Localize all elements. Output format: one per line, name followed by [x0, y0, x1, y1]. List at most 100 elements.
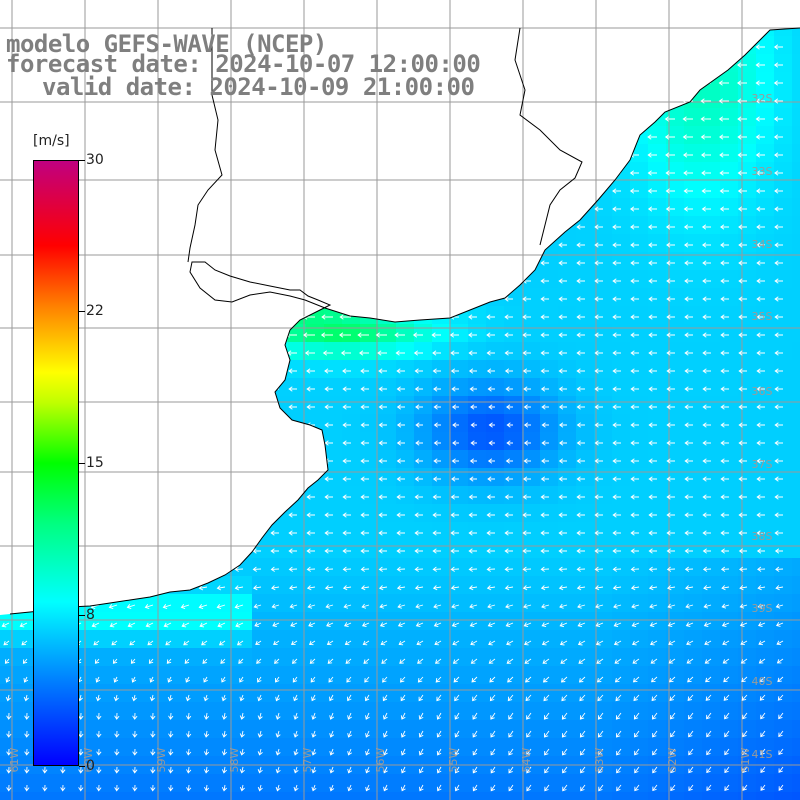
field-cell [486, 576, 505, 595]
wind-arrow [541, 458, 549, 464]
wind-arrow [324, 566, 334, 572]
field-cell [108, 666, 127, 685]
field-cell [306, 360, 325, 379]
wind-arrow [310, 676, 316, 683]
field-cell [738, 216, 757, 235]
field-cell [252, 576, 271, 595]
field-cell [594, 306, 613, 325]
wind-arrow [612, 368, 621, 374]
wind-arrow [470, 658, 478, 664]
wind-arrow [774, 530, 783, 536]
wind-arrow [756, 512, 765, 518]
field-cell [306, 738, 325, 757]
wind-arrow [504, 350, 513, 356]
wind-arrow [612, 548, 621, 554]
wind-arrow [396, 494, 405, 500]
field-cell [738, 432, 757, 451]
wind-arrow [432, 585, 442, 591]
field-cell [414, 720, 433, 739]
field-cell [216, 630, 235, 649]
field-cell [648, 702, 667, 721]
wind-arrow [720, 242, 729, 248]
wind-arrow [375, 332, 387, 338]
field-cell [342, 666, 361, 685]
field-cell [558, 360, 577, 379]
wind-arrow [702, 296, 711, 302]
wind-arrow [253, 603, 262, 609]
field-cell [612, 792, 631, 800]
field-cell [360, 702, 379, 721]
wind-arrow [329, 766, 335, 774]
field-cell [738, 126, 757, 145]
wind-arrow [469, 622, 478, 628]
wind-arrow [576, 458, 585, 464]
wind-arrow [543, 694, 550, 702]
wind-arrow [486, 350, 495, 356]
wind-arrow [702, 404, 711, 410]
field-cell [666, 522, 685, 541]
field-cell [792, 666, 800, 685]
field-cell [90, 684, 109, 703]
wind-arrow [114, 766, 120, 774]
field-cell [648, 360, 667, 379]
wind-arrow [649, 603, 658, 609]
field-cell [774, 684, 793, 703]
wind-arrow [738, 386, 747, 392]
wind-arrow [705, 694, 712, 701]
field-cell [594, 198, 613, 217]
wind-arrow [718, 98, 729, 104]
field-cell [360, 612, 379, 631]
field-cell [306, 630, 325, 649]
colorbar-tick-15: 15 [86, 455, 104, 471]
wind-arrow [630, 224, 639, 230]
field-cell [612, 324, 631, 343]
field-cell [90, 738, 109, 757]
field-cell [558, 792, 577, 800]
wind-arrow [594, 278, 603, 284]
wind-arrow [702, 458, 711, 464]
wind-arrow [688, 766, 694, 774]
wind-arrow [738, 332, 747, 338]
field-cell [252, 648, 271, 667]
coastline [9, 27, 800, 615]
field-cell [324, 432, 343, 451]
wind-arrow [741, 694, 748, 701]
wind-arrow [431, 332, 441, 338]
wind-arrow [399, 676, 406, 683]
field-cell [738, 396, 757, 415]
field-cell [162, 666, 181, 685]
wind-arrow [544, 730, 550, 738]
field-cell [702, 360, 721, 379]
wind-arrow [774, 152, 783, 158]
wind-arrow [166, 658, 172, 664]
wind-arrow [270, 530, 279, 536]
wind-arrow [648, 566, 658, 572]
field-cell [360, 558, 379, 577]
field-cell [288, 684, 307, 703]
field-cell [648, 216, 667, 235]
field-cell [378, 594, 397, 613]
wind-arrow [308, 640, 316, 646]
field-cell [504, 396, 523, 415]
wind-arrow [378, 368, 387, 374]
field-cell [162, 738, 181, 757]
wind-arrow [378, 422, 387, 428]
field-cell [414, 774, 433, 793]
wind-arrow [488, 440, 495, 446]
wind-arrow [774, 386, 783, 392]
field-cell [360, 738, 379, 757]
field-cell [648, 774, 667, 793]
wind-arrow [757, 566, 766, 572]
wind-arrow [149, 676, 155, 683]
wind-arrow [648, 224, 657, 230]
wind-arrow [737, 188, 747, 194]
field-cell [774, 504, 793, 523]
wind-arrow [720, 350, 729, 356]
field-cell [216, 612, 235, 631]
field-cell [288, 792, 307, 800]
wind-arrow [290, 622, 298, 627]
field-cell [756, 432, 775, 451]
wind-arrow [648, 260, 657, 266]
field-cell [630, 378, 649, 397]
